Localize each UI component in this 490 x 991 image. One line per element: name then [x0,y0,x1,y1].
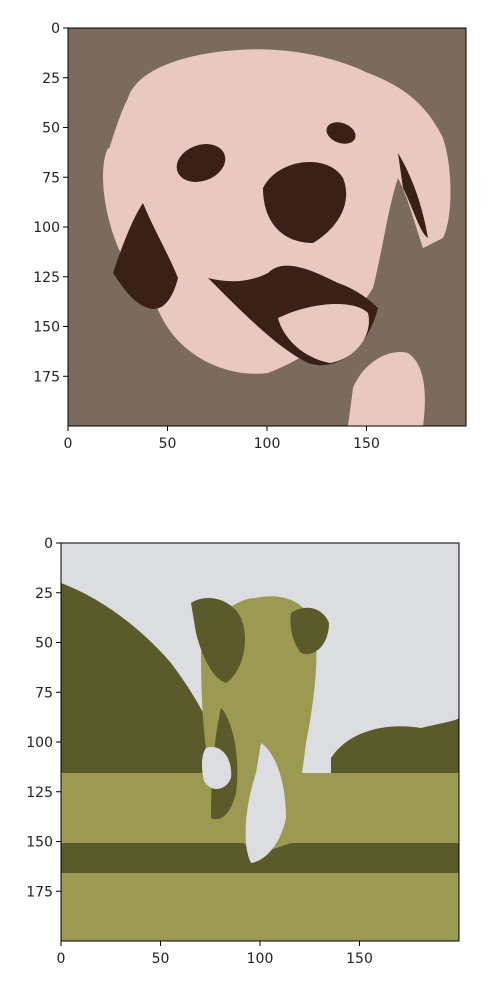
image-area [60,542,460,942]
x-tick-label: 100 [254,436,281,452]
y-axis: 0 25 50 75 100 125 150 175 [26,536,61,900]
y-tick-label: 50 [42,121,60,137]
y-tick-label: 25 [35,586,53,602]
y-tick-label: 75 [42,170,60,186]
y-tick-label: 175 [33,369,60,385]
y-tick-label: 100 [33,220,60,236]
field-lower [61,873,459,941]
x-tick-label: 150 [353,436,380,452]
x-tick-label: 50 [159,436,177,452]
y-tick-label: 50 [35,636,53,652]
y-tick-label: 150 [33,320,60,336]
shadow-right [398,153,428,238]
plot-dog-face-svg: 0 50 100 150 0 25 50 75 100 125 150 175 [33,21,467,452]
y-tick-label: 125 [33,270,60,286]
eye-left [176,144,226,182]
y-tick-label: 25 [42,71,60,87]
image-area [67,27,467,427]
y-tick-label: 0 [51,21,60,37]
plot-dog-field: 0 50 100 150 0 25 50 75 100 125 150 175 [0,515,490,991]
tongue [278,303,369,363]
band-dark-2 [61,738,221,773]
y-tick-label: 175 [26,884,53,900]
y-tick-label: 75 [35,685,53,701]
x-tick-label: 100 [247,951,274,967]
nose [263,161,347,243]
paw [348,352,425,426]
x-tick-label: 50 [152,951,170,967]
plot-dog-field-svg: 0 50 100 150 0 25 50 75 100 125 150 175 [26,536,460,967]
dog-dark-ear [290,607,329,654]
x-tick-label: 0 [57,951,66,967]
light-patch [201,747,232,789]
plot-dog-face: 0 50 100 150 0 25 50 75 100 125 150 175 [0,0,490,470]
ear-left [103,148,135,261]
y-tick-label: 125 [26,785,53,801]
x-axis: 0 50 100 150 [64,426,380,452]
dog-chest [245,743,286,863]
dog-dark-head [191,598,246,683]
eye-right [326,122,356,144]
y-axis: 0 25 50 75 100 125 150 175 [33,21,68,385]
x-tick-label: 150 [346,951,373,967]
y-tick-label: 0 [44,536,53,552]
shadow-left [113,203,178,309]
x-axis: 0 50 100 150 [57,941,373,967]
y-tick-label: 150 [26,835,53,851]
y-tick-label: 100 [26,735,53,751]
x-tick-label: 0 [64,436,73,452]
